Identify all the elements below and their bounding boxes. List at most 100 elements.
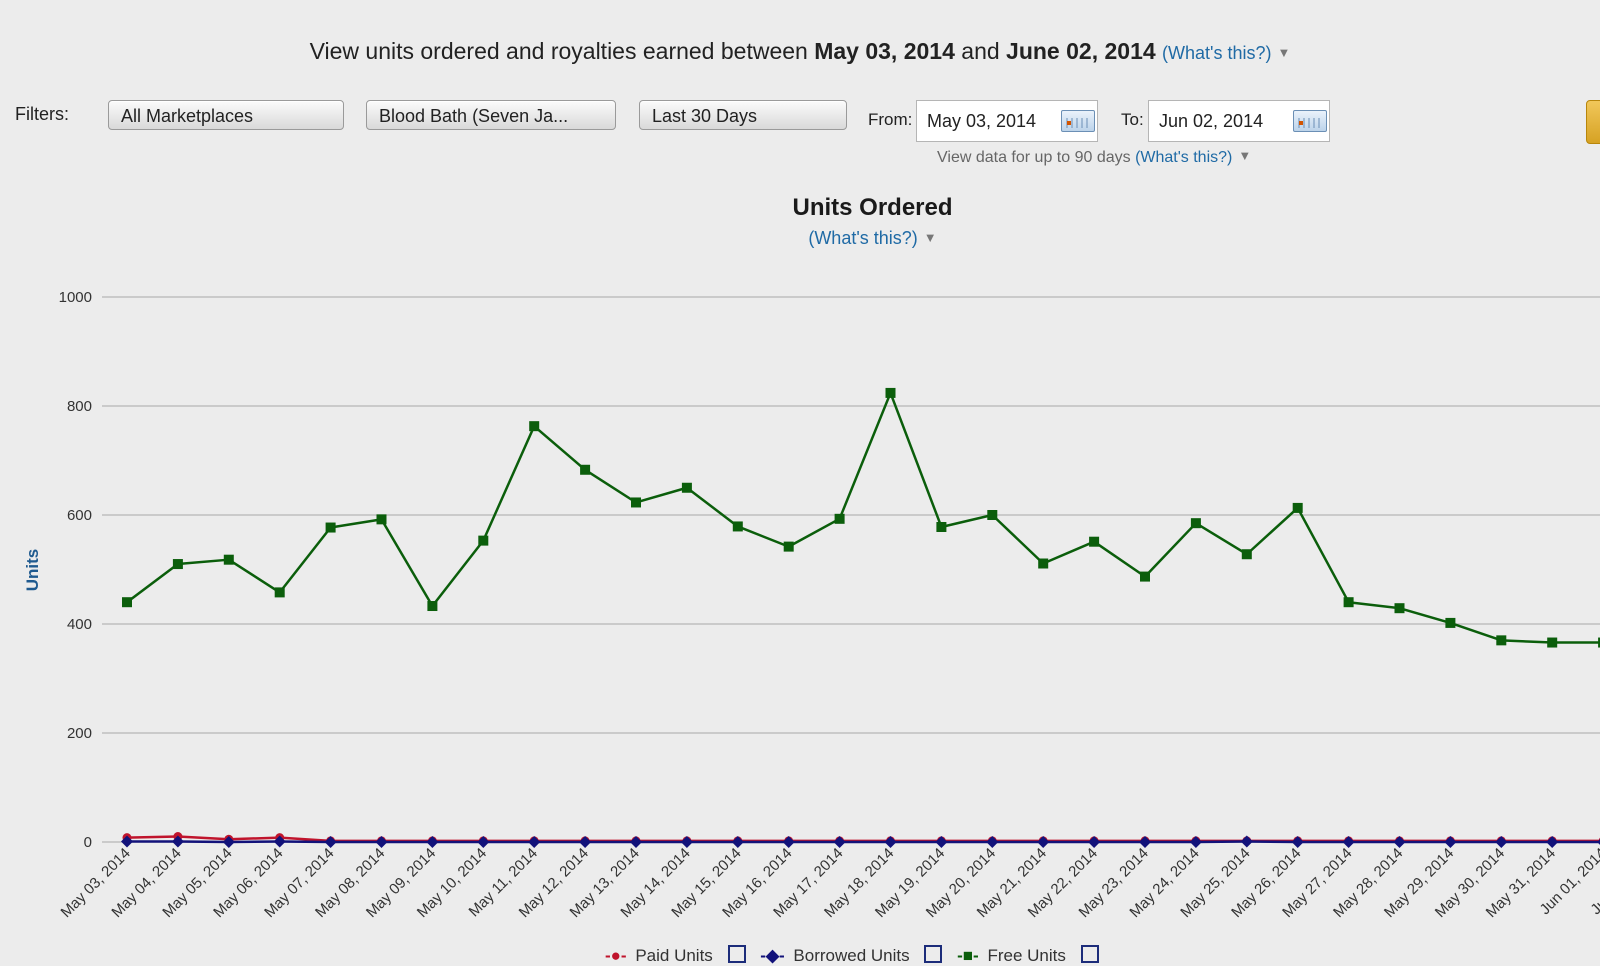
data-point [1597, 839, 1600, 845]
date-range-dropdown[interactable]: Last 30 Days [639, 100, 847, 130]
data-point [1393, 836, 1406, 848]
header-start-date: May 03, 2014 [814, 38, 955, 64]
data-point [1292, 502, 1303, 513]
legend-item-borrowed[interactable]: -◆- Borrowed Units [760, 943, 943, 966]
data-point [936, 521, 947, 532]
data-point [477, 836, 490, 848]
square-marker-icon: -■- [957, 946, 979, 965]
data-point [1547, 637, 1558, 648]
range-note-text: View data for up to 90 days [937, 149, 1131, 166]
marketplace-dropdown[interactable]: All Marketplaces [108, 100, 344, 130]
data-point [680, 836, 693, 848]
data-point [1038, 558, 1049, 569]
data-point [1496, 635, 1507, 646]
y-tick-label: 800 [67, 398, 92, 415]
data-point [732, 521, 743, 532]
data-point [630, 836, 642, 848]
chevron-down-icon[interactable]: ▼ [923, 230, 937, 245]
data-point [375, 836, 388, 848]
to-date-field[interactable]: Jun 02, 2014 [1148, 100, 1330, 142]
data-point [1291, 836, 1304, 848]
legend-label-borrowed: Borrowed Units [793, 946, 910, 965]
header-whats-this-link[interactable]: (What's this?) [1162, 43, 1272, 63]
data-point [121, 835, 133, 848]
data-point [273, 835, 286, 848]
data-point [1240, 835, 1253, 848]
data-point [324, 836, 337, 848]
data-point [579, 836, 592, 848]
data-point [833, 836, 846, 848]
data-point [376, 514, 387, 525]
data-point [222, 836, 235, 848]
from-label: From: [868, 110, 913, 129]
data-point [1088, 836, 1101, 848]
chevron-down-icon[interactable]: ▼ [1277, 45, 1291, 60]
data-point [580, 464, 591, 475]
header-prefix: View units ordered and royalties earned … [309, 38, 808, 64]
data-point [1139, 836, 1151, 848]
data-point [426, 836, 439, 848]
data-point [935, 836, 948, 848]
header-and: and [961, 38, 1000, 64]
series-line-borrowed-units [127, 840, 1600, 844]
checkbox-icon[interactable] [1080, 945, 1099, 963]
checkbox-icon[interactable] [727, 945, 746, 963]
data-point [1394, 603, 1405, 614]
from-date-value: May 03, 2014 [927, 111, 1037, 131]
data-point [986, 836, 999, 848]
series-line-free-units [126, 391, 1600, 644]
data-point [1190, 518, 1201, 529]
data-point [1343, 597, 1354, 608]
data-point [1189, 836, 1202, 848]
go-button[interactable] [1586, 100, 1600, 144]
data-point [427, 601, 438, 612]
data-point [1089, 536, 1100, 547]
data-point [1598, 637, 1600, 648]
data-point [528, 836, 541, 848]
data-point [1495, 836, 1508, 848]
to-date-value: Jun 02, 2014 [1159, 111, 1264, 131]
range-whats-this-link[interactable]: (What's this?) [1135, 149, 1233, 166]
data-point [122, 597, 132, 608]
data-point [172, 559, 183, 570]
data-point [1342, 836, 1355, 848]
y-tick-label: 0 [84, 834, 92, 851]
legend-item-free[interactable]: -■- Free Units [957, 943, 1099, 966]
data-point [478, 535, 489, 546]
data-point [885, 387, 896, 398]
title-dropdown[interactable]: Blood Bath (Seven Ja... [366, 100, 616, 130]
chart-subtitle: (What's this?) ▼ [0, 228, 1600, 249]
legend-label-free: Free Units [987, 946, 1066, 965]
filters-label: Filters: [15, 104, 69, 124]
y-tick-label: 200 [67, 725, 92, 742]
calendar-icon[interactable] [1061, 110, 1095, 132]
data-point [1140, 571, 1150, 582]
chevron-down-icon[interactable]: ▼ [1238, 148, 1252, 163]
data-point [731, 836, 744, 848]
chart-whats-this-link[interactable]: (What's this?) [808, 228, 918, 248]
data-point [681, 482, 692, 493]
data-point [171, 835, 184, 848]
y-tick-label: 400 [67, 616, 92, 633]
data-point [987, 510, 998, 520]
from-date-field[interactable]: May 03, 2014 [916, 100, 1098, 142]
data-point [1546, 836, 1559, 848]
data-point [223, 554, 234, 565]
header-end-date: June 02, 2014 [1006, 38, 1156, 64]
legend-label-paid: Paid Units [635, 946, 713, 965]
data-point [782, 836, 795, 848]
chart-title: Units Ordered [792, 194, 953, 221]
data-point [325, 522, 336, 533]
data-point [631, 497, 641, 508]
data-point [783, 541, 794, 552]
checkbox-icon[interactable] [924, 945, 943, 963]
legend-item-paid[interactable]: -●- Paid Units [605, 943, 746, 966]
calendar-icon[interactable] [1293, 110, 1327, 132]
chart-legend: -●- Paid Units -◆- Borrowed Units -■- Fr… [605, 943, 1109, 966]
data-point [1445, 617, 1456, 628]
y-tick-label: 600 [67, 507, 92, 524]
data-point [1444, 836, 1457, 848]
data-point [529, 421, 540, 432]
page-header: View units ordered and royalties earned … [0, 38, 1600, 65]
